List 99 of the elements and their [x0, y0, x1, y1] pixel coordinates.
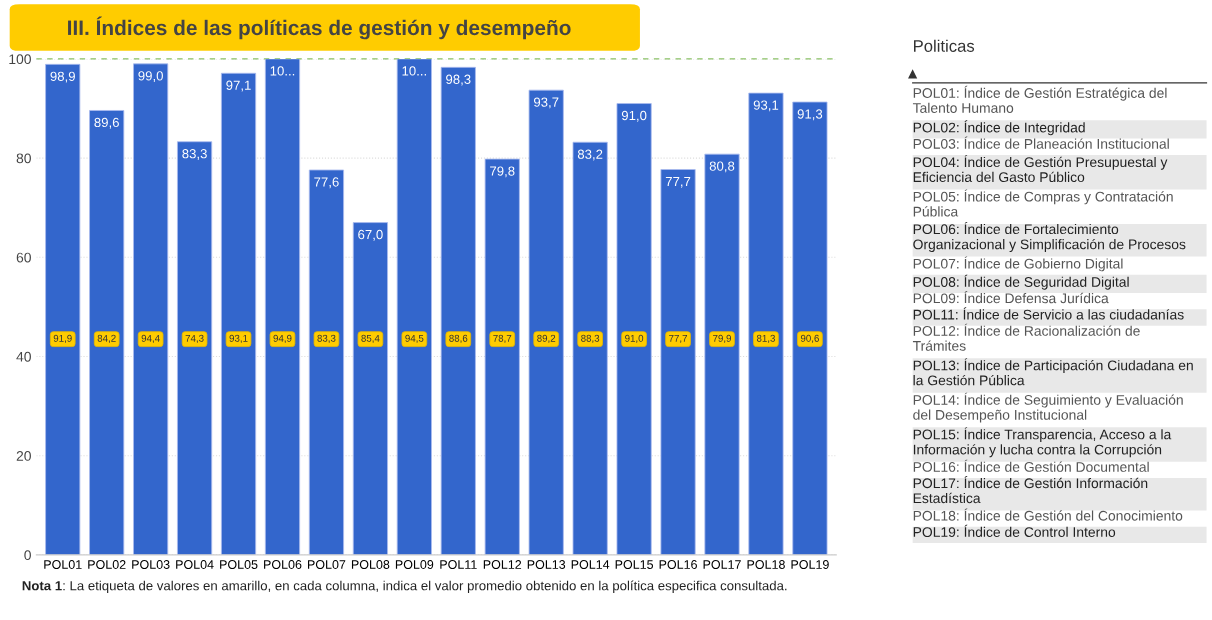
data-label: 83,2	[577, 149, 603, 161]
x-tick-label: POL13	[527, 560, 566, 569]
data-label: 10...	[270, 66, 295, 76]
text: POL09: Índice Defensa Jurídica	[913, 291, 1109, 304]
y-tick-label: 40	[16, 351, 31, 362]
data-label: 93,7	[533, 97, 559, 109]
data-label: 89,6	[94, 117, 119, 129]
data-label: 77,7	[665, 176, 691, 188]
data-label: 83,3	[182, 149, 207, 160]
data-label: 91,0	[621, 110, 647, 122]
text: Nota 1: La etiqueta de valores en amarillo, en cada columna, indica el valor promedio obtenido en la política especifica consultada.	[22, 580, 787, 593]
annotation: 85,4	[361, 334, 380, 343]
bar	[133, 63, 169, 555]
data-label: 98,3	[446, 74, 471, 86]
x-tick-label: POL05	[220, 560, 258, 569]
bar	[748, 92, 784, 555]
text: POL12: Índice de Racionalización de Trámites	[912, 323, 1140, 351]
text: POL11: Índice de Servicio a las ciudadanías	[913, 307, 1184, 320]
bar	[308, 169, 344, 555]
y-tick-label: 60	[16, 252, 31, 263]
x-tick-label: POL15	[615, 560, 654, 569]
text: POL04: Índice de Gestión Presupuestal y Eficiencia del Gasto Público	[913, 154, 1168, 183]
annotation: 78,7	[493, 334, 512, 343]
text: POL14: Índice de Seguimiento y Evaluación del Desempeño Institucional	[913, 392, 1183, 423]
bar	[396, 58, 432, 555]
annotation: 94,4	[141, 334, 160, 343]
x-tick-label: POL06	[264, 560, 302, 569]
bar	[264, 58, 301, 555]
bar	[440, 66, 476, 555]
x-tick-label: POL14	[571, 560, 610, 569]
annotation: 77,7	[669, 334, 688, 343]
bar	[704, 153, 740, 555]
text: POL02: Índice de Integridad	[913, 120, 1085, 136]
x-tick-label: POL17	[703, 560, 741, 569]
y-tick-label: 0	[24, 550, 31, 561]
x-tick-label: POL02	[88, 560, 126, 569]
bar	[177, 141, 213, 555]
y-tick-label: 100	[9, 54, 31, 65]
bar	[352, 222, 388, 555]
annotation: 81,3	[756, 334, 775, 343]
text: POL16: Índice de Gestión Documental	[913, 459, 1149, 472]
text: POL06: Índice de Fortalecimiento Organizacional y Simplificación de Procesos	[913, 221, 1186, 253]
data-label: 67,0	[358, 229, 383, 241]
text: POL15: Índice Transparencia, Acceso a la Información y lucha contra la Corrupción	[913, 427, 1172, 458]
annotation: 79,9	[713, 334, 732, 343]
annotation: 89,2	[537, 334, 556, 343]
data-label: 93,1	[753, 100, 779, 112]
x-tick-label: POL12	[483, 560, 522, 569]
x-tick-label: POL03	[132, 560, 170, 569]
text: POL03: Índice de Planeación Institucional	[913, 136, 1169, 149]
data-label: 99,0	[138, 71, 163, 83]
text: POL07: Índice de Gobierno Digital	[913, 256, 1123, 272]
x-tick-label: POL01	[44, 560, 82, 569]
text: POL17: Índice de Gestión Información Estadística	[913, 475, 1148, 504]
data-label: 97,1	[226, 80, 251, 92]
bar	[45, 63, 81, 555]
data-label: 10...	[402, 66, 426, 76]
chart-title: III. Índices de las políticas de gestión y desempeño	[68, 16, 571, 40]
text: POL19: Índice de Control Interno	[913, 524, 1116, 537]
bar	[572, 141, 608, 555]
x-tick-label: POL07	[308, 560, 346, 569]
data-label: 91,3	[797, 109, 823, 121]
text: POL18: Índice de Gestión del Conocimiento	[913, 508, 1183, 521]
text: POL08: Índice de Seguridad Digital	[913, 274, 1129, 290]
bar	[660, 169, 696, 555]
data-label: 80,8	[709, 161, 735, 173]
bar	[484, 158, 520, 555]
x-tick-label: POL18	[747, 560, 785, 569]
bar	[616, 103, 652, 555]
annotation: 94,9	[273, 334, 292, 343]
bar	[528, 89, 564, 555]
annotation: 88,3	[581, 334, 600, 343]
x-tick-label: POL04	[176, 560, 214, 569]
data-label: 98,9	[50, 71, 75, 83]
annotation: 84,2	[97, 334, 116, 343]
annotation: 94,5	[405, 334, 424, 343]
data-label: 79,8	[490, 166, 515, 178]
x-tick-label: POL08	[351, 560, 390, 569]
text: POL05: Índice de Compras y Contratación Pública	[913, 189, 1173, 217]
annotation: 88,6	[449, 334, 468, 343]
annotation: 83,3	[317, 334, 336, 343]
x-tick-label: POL11	[440, 560, 477, 569]
y-tick-label: 20	[16, 451, 31, 461]
text: POL13: Índice de Participación Ciudadana en la Gestión Pública	[913, 358, 1193, 386]
x-tick-label: POL16	[659, 560, 697, 569]
bar	[792, 101, 828, 555]
bar	[89, 110, 125, 555]
data-label: 77,6	[314, 177, 339, 189]
y-tick-label: 80	[16, 153, 31, 164]
bar	[220, 72, 257, 555]
annotation: 91,9	[53, 334, 72, 343]
x-tick-label: POL19	[791, 560, 829, 569]
text: POL01: Índice de Gestión Estratégica del Talento Humano	[912, 85, 1167, 113]
annotation: 90,6	[800, 334, 819, 343]
annotation: 91,0	[625, 334, 644, 343]
x-tick-label: POL09	[395, 560, 434, 569]
annotation: 74,3	[185, 334, 204, 343]
annotation: 93,1	[229, 334, 248, 343]
text: Politicas	[914, 39, 975, 52]
